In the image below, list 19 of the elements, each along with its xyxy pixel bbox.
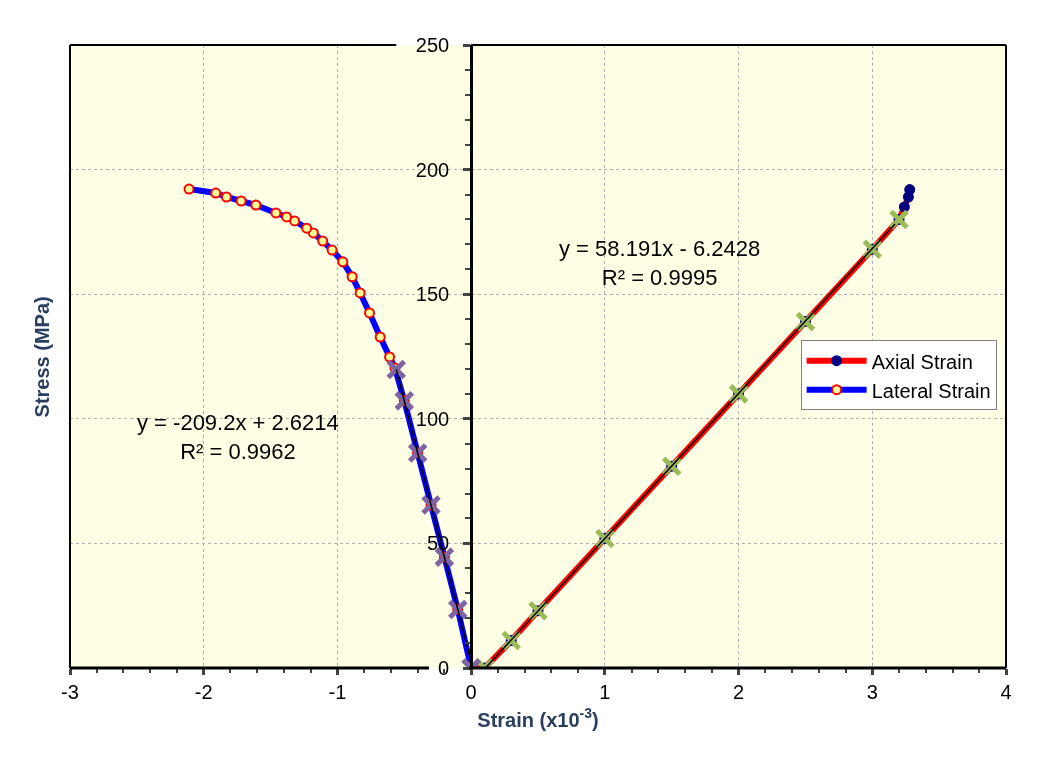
x-tick-label: -3 (61, 681, 79, 703)
annotation: y = 58.191x - 6.2428 R² = 0.9995 (559, 236, 761, 290)
y-tick-label: 250 (415, 34, 450, 56)
x-tick-label: 1 (599, 681, 611, 703)
y-tick-label: 150 (415, 283, 450, 306)
x-tick-label: 4 (1000, 681, 1012, 703)
x-tick-label: -1 (328, 681, 347, 703)
x-tick-label: -2 (194, 681, 213, 703)
y-axis-title: Stress (MPa) (31, 296, 54, 418)
legend-label: Axial Strain (871, 350, 973, 373)
x-tick-label: 3 (866, 681, 878, 703)
x-axis-title: Strain (x10$^{-3}$) (477, 705, 599, 731)
y-tick-label: 0 (438, 657, 450, 679)
legend-label: Lateral Strain (871, 379, 991, 402)
x-tick-label: 2 (733, 681, 745, 703)
y-tick-label: 200 (415, 158, 450, 181)
annotation: y = -209.2x + 2.6214 R² = 0.9962 (137, 410, 339, 464)
x-tick-label: 0 (465, 681, 477, 703)
y-tick-label: 100 (415, 407, 450, 430)
